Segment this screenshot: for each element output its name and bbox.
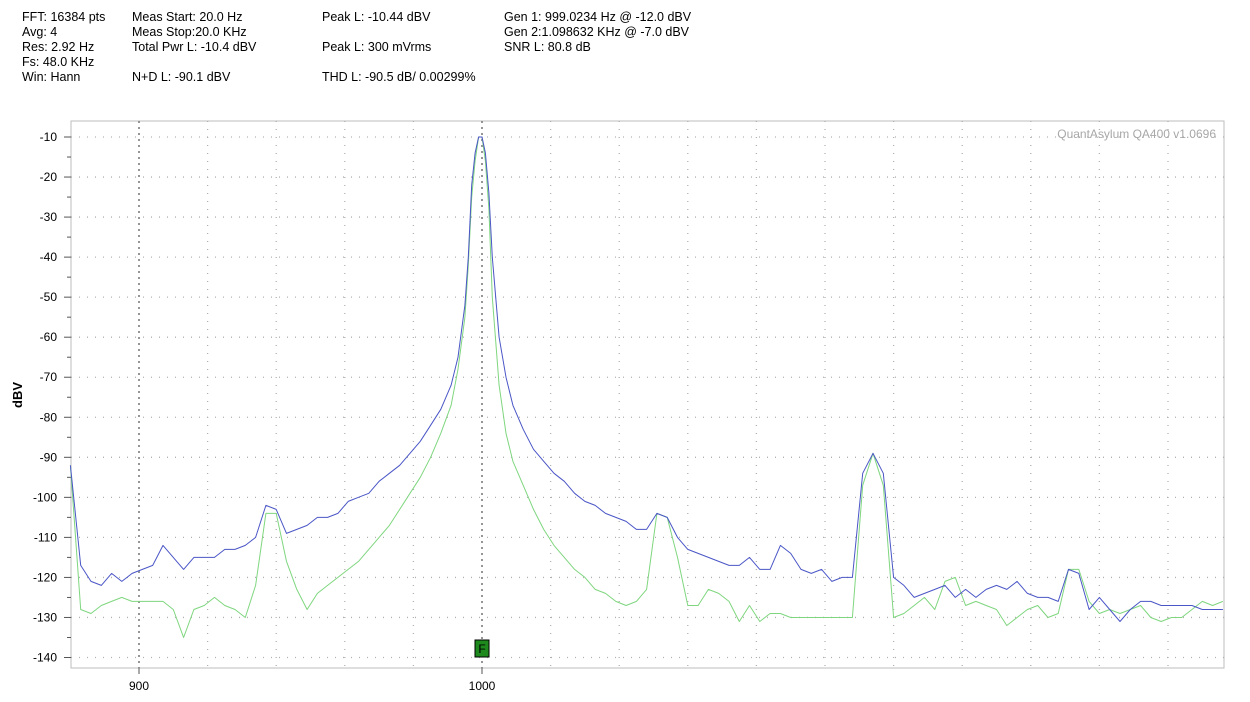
peak-mvrms-readout: Peak L: 300 mVrms [322, 40, 432, 54]
gen2-readout: Gen 2:1.098632 KHz @ -7.0 dBV [504, 25, 690, 39]
watermark: QuantAsylum QA400 v1.0696 [1057, 127, 1216, 141]
meas-start-readout: Meas Start: 20.0 Hz [132, 10, 243, 24]
y-tick-label: -30 [40, 210, 58, 224]
window-readout: Win: Hann [22, 70, 81, 84]
y-axis-ticks: -10 -20 -30 -40 -50 -60 -70 -80 -90 -100 -110 -120 -… [33, 130, 71, 665]
x-tick-label: 900 [129, 679, 149, 693]
y-tick-label: -80 [40, 410, 58, 424]
y-tick-label: -60 [40, 330, 58, 344]
y-tick-label: -20 [40, 170, 58, 184]
thd-readout: THD L: -90.5 dB/ 0.00299% [322, 70, 476, 84]
marker-label: F [478, 642, 485, 656]
y-tick-label: -110 [34, 530, 57, 544]
y-tick-label: -70 [40, 370, 58, 384]
resolution-readout: Res: 2.92 Hz [22, 40, 95, 54]
meas-stop-readout: Meas Stop:20.0 KHz [132, 25, 247, 39]
grid-lines [71, 121, 1224, 668]
noise-distortion-readout: N+D L: -90.1 dBV [132, 70, 231, 84]
plot-frame [70, 120, 1225, 669]
x-axis-ticks: 900 1000 [129, 668, 496, 693]
y-tick-label: -90 [40, 450, 58, 464]
y-tick-label: -10 [40, 130, 58, 144]
series-line-green [69, 136, 1224, 638]
series-line-blue [69, 136, 1223, 622]
marker-box[interactable] [474, 639, 490, 658]
averaging-readout: Avg: 4 [22, 25, 58, 39]
y-tick-label: -40 [40, 250, 58, 264]
frequency-marker[interactable]: F [474, 639, 490, 658]
y-tick-label: -50 [40, 290, 58, 304]
sample-rate-readout: Fs: 48.0 KHz [22, 55, 95, 69]
fft-size-readout: FFT: 16384 pts [22, 10, 106, 24]
y-tick-label: -130 [33, 610, 57, 624]
series-group [69, 136, 1224, 638]
snr-readout: SNR L: 80.8 dB [504, 40, 591, 54]
minor-ticks [67, 156, 71, 638]
x-tick-label: 1000 [469, 679, 496, 693]
y-tick-label: -120 [33, 570, 57, 584]
y-tick-label: -140 [33, 651, 57, 665]
y-axis-label: dBV [10, 382, 25, 408]
y-tick-label: -100 [33, 490, 57, 504]
peak-dbv-readout: Peak L: -10.44 dBV [322, 10, 431, 24]
total-power-readout: Total Pwr L: -10.4 dBV [132, 40, 257, 54]
gen1-readout: Gen 1: 999.0234 Hz @ -12.0 dBV [504, 10, 692, 24]
